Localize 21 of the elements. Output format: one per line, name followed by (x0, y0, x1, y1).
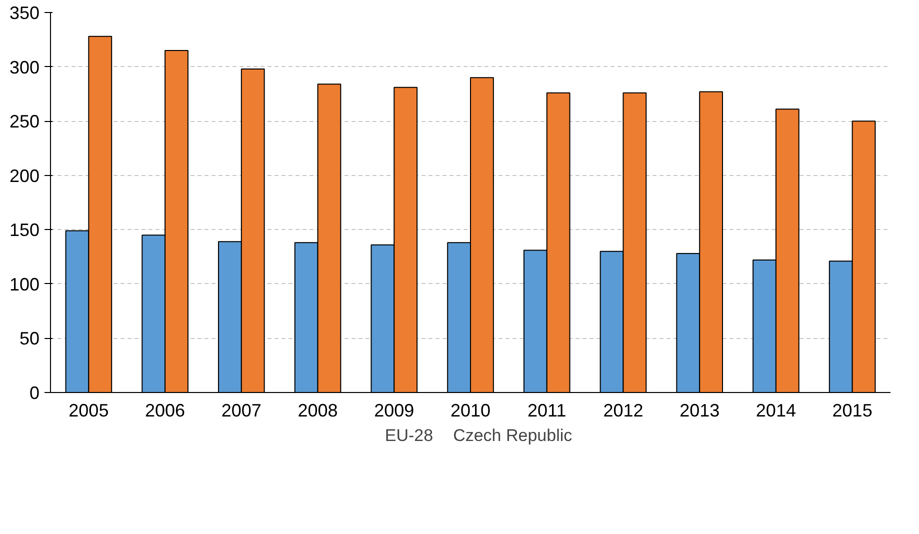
y-tick-label: 0 (29, 383, 40, 403)
x-tick-label: 2006 (145, 400, 186, 420)
x-tick-label: 2005 (68, 400, 109, 420)
x-tick-label: 2010 (450, 400, 491, 420)
y-tick-label: 200 (9, 166, 40, 186)
x-tick-label: 2009 (374, 400, 414, 420)
y-tick-label: 350 (9, 3, 40, 23)
x-tick-label: 2008 (298, 400, 338, 420)
x-tick-label: 2014 (756, 400, 796, 420)
series-label: EU-28 (384, 426, 434, 446)
x-tick-label: 2013 (680, 400, 720, 420)
y-tick-label: 50 (19, 328, 40, 349)
x-tick-label: 2015 (832, 400, 872, 420)
y-tick-label: 300 (9, 57, 40, 78)
y-tick-label: 250 (9, 112, 40, 132)
x-tick-label: 2011 (528, 400, 566, 420)
x-tick-label: 2007 (221, 400, 262, 420)
y-tick-label: 150 (9, 220, 40, 240)
y-tick-label: 100 (9, 274, 40, 294)
x-tick-label: 2012 (603, 400, 644, 420)
series-label: Czech Republic (453, 426, 572, 446)
